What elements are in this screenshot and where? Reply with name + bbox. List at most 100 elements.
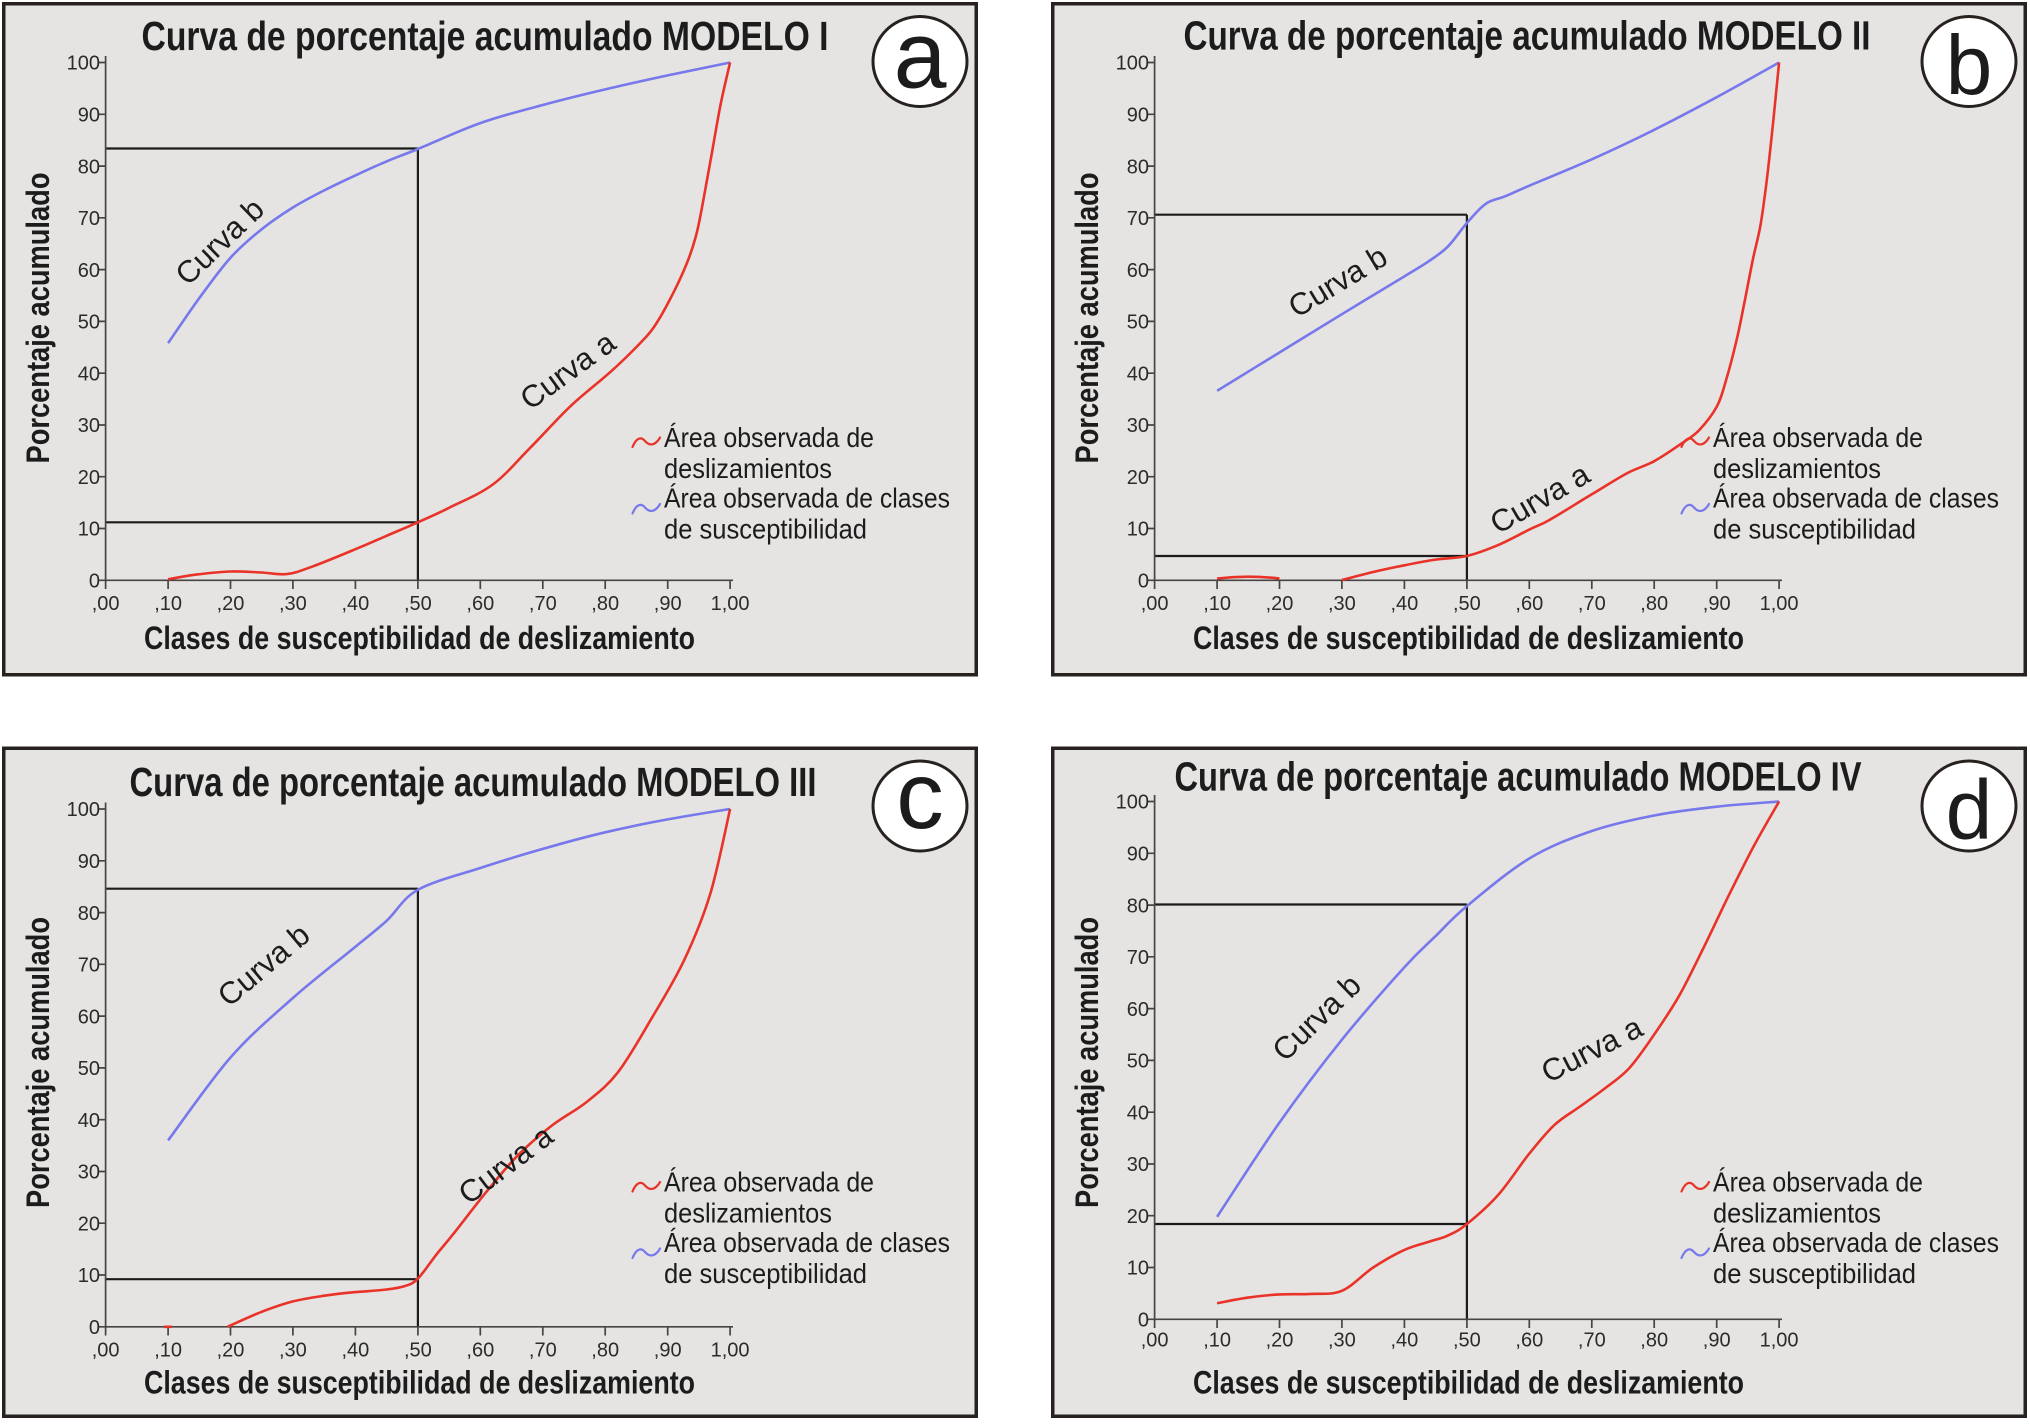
svg-text:0: 0: [1138, 571, 1149, 593]
svg-text:a: a: [894, 3, 947, 109]
svg-text:,60: ,60: [1515, 1330, 1543, 1352]
svg-text:70: 70: [1127, 947, 1149, 969]
svg-text:Clases de susceptibilidad de d: Clases de susceptibilidad de deslizamien…: [1193, 620, 1744, 656]
svg-text:de susceptibilidad: de susceptibilidad: [664, 1258, 867, 1289]
svg-text:,90: ,90: [1703, 593, 1731, 615]
svg-text:,80: ,80: [1640, 1330, 1668, 1352]
svg-text:,80: ,80: [1640, 593, 1668, 615]
svg-text:,20: ,20: [217, 1340, 245, 1362]
svg-text:1,00: 1,00: [711, 1340, 750, 1362]
svg-text:Área observada de clases: Área observada de clases: [1713, 1227, 1999, 1258]
svg-text:,20: ,20: [1266, 593, 1294, 615]
svg-text:Clases de susceptibilidad de d: Clases de susceptibilidad de deslizamien…: [1193, 1365, 1744, 1401]
svg-text:70: 70: [78, 955, 100, 977]
svg-text:Área observada de clases: Área observada de clases: [664, 1227, 950, 1258]
svg-text:,90: ,90: [654, 1340, 682, 1362]
svg-text:Porcentaje acumulado: Porcentaje acumulado: [20, 917, 56, 1208]
svg-text:,40: ,40: [341, 593, 369, 615]
svg-text:deslizamientos: deslizamientos: [664, 453, 832, 484]
svg-text:d: d: [1946, 763, 1993, 857]
svg-text:,50: ,50: [404, 593, 432, 615]
svg-text:Curva de porcentaje acumulado: Curva de porcentaje acumulado MODELO II: [1184, 13, 1871, 59]
svg-text:10: 10: [1127, 519, 1149, 541]
svg-text:60: 60: [78, 1006, 100, 1028]
svg-text:de susceptibilidad: de susceptibilidad: [664, 514, 867, 545]
svg-text:,80: ,80: [591, 1340, 619, 1362]
svg-text:90: 90: [1127, 844, 1149, 866]
svg-text:,00: ,00: [92, 593, 120, 615]
svg-text:,10: ,10: [1203, 593, 1231, 615]
svg-text:,30: ,30: [279, 1340, 307, 1362]
svg-text:100: 100: [67, 53, 100, 75]
svg-text:0: 0: [1138, 1310, 1149, 1332]
svg-text:1,00: 1,00: [1760, 1330, 1799, 1352]
svg-text:80: 80: [78, 903, 100, 925]
svg-text:b: b: [1946, 18, 1993, 112]
svg-text:100: 100: [67, 799, 100, 821]
svg-text:,70: ,70: [1578, 593, 1606, 615]
svg-text:70: 70: [1127, 208, 1149, 230]
svg-text:,60: ,60: [466, 1340, 494, 1362]
svg-text:50: 50: [78, 312, 100, 334]
svg-text:30: 30: [1127, 1154, 1149, 1176]
svg-text:,50: ,50: [404, 1340, 432, 1362]
svg-text:20: 20: [78, 467, 100, 489]
svg-text:90: 90: [78, 105, 100, 127]
svg-text:20: 20: [78, 1213, 100, 1235]
svg-text:Área observada de clases: Área observada de clases: [664, 483, 950, 514]
svg-text:de susceptibilidad: de susceptibilidad: [1713, 514, 1916, 545]
svg-text:,40: ,40: [341, 1340, 369, 1362]
svg-text:,00: ,00: [1141, 1330, 1169, 1352]
svg-text:,50: ,50: [1453, 1330, 1481, 1352]
svg-text:40: 40: [1127, 1102, 1149, 1124]
svg-text:50: 50: [1127, 1051, 1149, 1073]
svg-text:,50: ,50: [1453, 593, 1481, 615]
svg-text:70: 70: [78, 208, 100, 230]
svg-text:,60: ,60: [466, 593, 494, 615]
svg-text:Área observada de: Área observada de: [1713, 1167, 1923, 1198]
svg-text:,10: ,10: [1203, 1330, 1231, 1352]
svg-text:60: 60: [1127, 260, 1149, 282]
svg-text:,20: ,20: [217, 593, 245, 615]
svg-text:,20: ,20: [1266, 1330, 1294, 1352]
svg-text:Área observada de: Área observada de: [664, 1167, 874, 1198]
svg-text:,40: ,40: [1390, 1330, 1418, 1352]
svg-text:deslizamientos: deslizamientos: [664, 1198, 832, 1229]
svg-text:Área observada de clases: Área observada de clases: [1713, 483, 1999, 514]
svg-text:,70: ,70: [529, 593, 557, 615]
svg-text:0: 0: [89, 571, 100, 593]
svg-text:c: c: [896, 743, 944, 849]
svg-text:,70: ,70: [1578, 1330, 1606, 1352]
svg-text:100: 100: [1116, 53, 1149, 75]
svg-text:Curva de porcentaje acumulado: Curva de porcentaje acumulado MODELO III: [130, 759, 817, 805]
svg-text:90: 90: [1127, 105, 1149, 127]
svg-text:,30: ,30: [1328, 593, 1356, 615]
svg-text:Clases de susceptibilidad de d: Clases de susceptibilidad de deslizamien…: [144, 1365, 695, 1401]
svg-text:0: 0: [89, 1317, 100, 1339]
svg-text:1,00: 1,00: [1760, 593, 1799, 615]
svg-text:,30: ,30: [1328, 1330, 1356, 1352]
svg-text:20: 20: [1127, 467, 1149, 489]
svg-text:deslizamientos: deslizamientos: [1713, 453, 1881, 484]
svg-text:40: 40: [78, 363, 100, 385]
svg-text:80: 80: [1127, 895, 1149, 917]
svg-text:50: 50: [78, 1058, 100, 1080]
svg-text:Área observada de: Área observada de: [664, 422, 874, 453]
svg-text:,40: ,40: [1390, 593, 1418, 615]
svg-text:,00: ,00: [92, 1340, 120, 1362]
svg-text:Porcentaje acumulado: Porcentaje acumulado: [1069, 917, 1105, 1208]
svg-text:de susceptibilidad: de susceptibilidad: [1713, 1258, 1916, 1289]
svg-text:80: 80: [78, 156, 100, 178]
svg-text:Porcentaje acumulado: Porcentaje acumulado: [20, 173, 56, 464]
svg-text:1,00: 1,00: [711, 593, 750, 615]
svg-text:50: 50: [1127, 312, 1149, 334]
svg-text:60: 60: [78, 260, 100, 282]
svg-text:30: 30: [1127, 415, 1149, 437]
svg-text:Área observada de: Área observada de: [1713, 422, 1923, 453]
svg-text:,90: ,90: [1703, 1330, 1731, 1352]
svg-text:,90: ,90: [654, 593, 682, 615]
svg-text:Porcentaje acumulado: Porcentaje acumulado: [1069, 173, 1105, 464]
svg-text:10: 10: [78, 1265, 100, 1287]
svg-text:,30: ,30: [279, 593, 307, 615]
svg-text:Clases de susceptibilidad de d: Clases de susceptibilidad de deslizamien…: [144, 620, 695, 656]
